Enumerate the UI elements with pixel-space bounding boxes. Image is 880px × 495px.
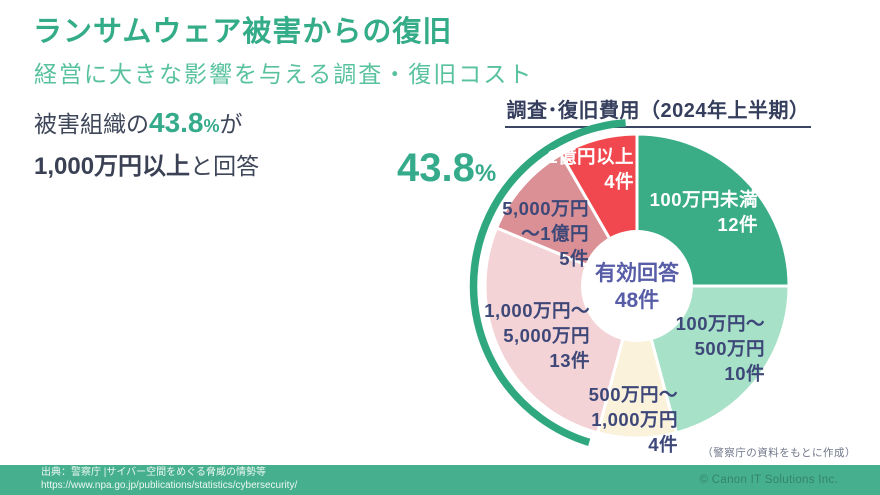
headline-answer: と回答 <box>190 153 260 179</box>
slice-label-line: 1億円以上 <box>547 146 634 167</box>
slice-label-line: 4件 <box>604 171 634 192</box>
big-percentage-value: 43.8 <box>397 146 475 190</box>
source-text: 出典：警察庁 |サイバー空間をめぐる脅威の情勢等 https://www.npa… <box>41 467 297 492</box>
footer-bar: 出典：警察庁 |サイバー空間をめぐる脅威の情勢等 https://www.npa… <box>0 465 880 495</box>
slice-label-50m-100m: 5,000万円 ～1億円 5件 <box>502 196 589 271</box>
copyright-text: © Canon IT Solutions Inc. <box>699 474 838 486</box>
slice-label-over-100m: 1億円以上 4件 <box>547 144 634 194</box>
slice-label-line: 5,000万円 <box>503 325 590 346</box>
source-url: https://www.npa.go.jp/publications/stati… <box>41 479 298 491</box>
slice-label-line: 500万円 <box>694 338 765 359</box>
slice-label-line: 1,000万円 <box>591 409 678 430</box>
headline-post: が <box>219 111 243 137</box>
headline-line1: 被害組織の43.8%が <box>34 103 259 146</box>
chart-title: 調査･復旧費用（2024年上半期） <box>505 94 811 128</box>
slice-label-under-1m: 100万円未満 12件 <box>650 187 758 237</box>
headline-percent: 43.8 <box>149 107 204 138</box>
slice-label-line: 4件 <box>648 434 678 455</box>
headline-percent-unit: % <box>203 116 220 136</box>
slice-label-line: 1,000万円～ <box>484 300 590 321</box>
donut-chart <box>469 119 791 446</box>
chart-footnote: （警察庁の資料をもとに作成） <box>702 447 856 459</box>
slice-label-line: 100万円～ <box>675 313 765 334</box>
page-title: ランサムウェア被害からの復旧 <box>33 16 453 48</box>
slice-label-line: 13件 <box>549 350 590 371</box>
slice-label-10m-50m: 1,000万円～ 5,000万円 13件 <box>484 298 590 373</box>
slice-label-line: 500万円～ <box>588 384 678 405</box>
slice-label-line: 100万円未満 <box>649 189 758 210</box>
center-label-line1: 有効回答 <box>595 262 679 285</box>
slice-label-line: 5件 <box>559 248 589 269</box>
big-percentage-unit: % <box>474 160 497 187</box>
headline-amount: 1,000万円以上 <box>34 153 191 180</box>
donut-center-label: 有効回答 48件 <box>567 260 707 314</box>
slice-label-5m-10m: 500万円～ 1,000万円 4件 <box>589 382 678 457</box>
slice-label-line: 10件 <box>724 363 765 384</box>
center-label-line2: 48件 <box>614 289 660 312</box>
headline-line2: 1,000万円以上と回答 <box>34 146 259 187</box>
slice-label-line: 12件 <box>717 214 758 235</box>
big-percentage: 43.8% <box>397 146 496 191</box>
donut-hole <box>581 230 693 342</box>
slice-label-line: 5,000万円 <box>502 198 589 219</box>
headline-pre: 被害組織の <box>34 111 149 137</box>
slice-label-1m-5m: 100万円～ 500万円 10件 <box>676 311 765 386</box>
source-line1: 出典：警察庁 |サイバー空間をめぐる脅威の情勢等 <box>41 467 266 478</box>
slice-label-line: ～1億円 <box>521 223 589 244</box>
page-subtitle: 経営に大きな影響を与える調査・復旧コスト <box>34 61 534 87</box>
highlight-arc <box>469 119 626 446</box>
headline: 被害組織の43.8%が 1,000万円以上と回答 <box>34 103 259 187</box>
